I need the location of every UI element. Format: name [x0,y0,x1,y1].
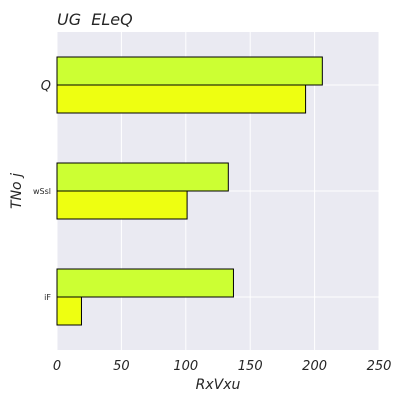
chart-title: UG ELeQ [57,10,133,29]
bar [56,162,229,192]
y-tick-label: Q [41,79,51,94]
x-tick-label: 250 [367,359,392,374]
y-axis-label: TNo j [9,173,25,209]
bar [56,296,82,326]
x-tick-label: 200 [302,359,327,374]
bar [56,84,307,114]
y-tick-label: wSsl [33,187,51,196]
x-tick-labels: 0 50 100 150 200 250 [53,359,392,374]
x-tick-label: 150 [238,359,263,374]
x-axis-label: RxVxu [196,377,241,393]
x-tick-label: 50 [113,359,130,374]
x-tick-label: 0 [53,359,61,374]
bar [56,190,188,220]
bars [56,56,323,326]
y-tick-label: iF [44,293,51,302]
bar [56,56,323,86]
x-tick-label: 100 [173,359,198,374]
bar [56,268,234,298]
